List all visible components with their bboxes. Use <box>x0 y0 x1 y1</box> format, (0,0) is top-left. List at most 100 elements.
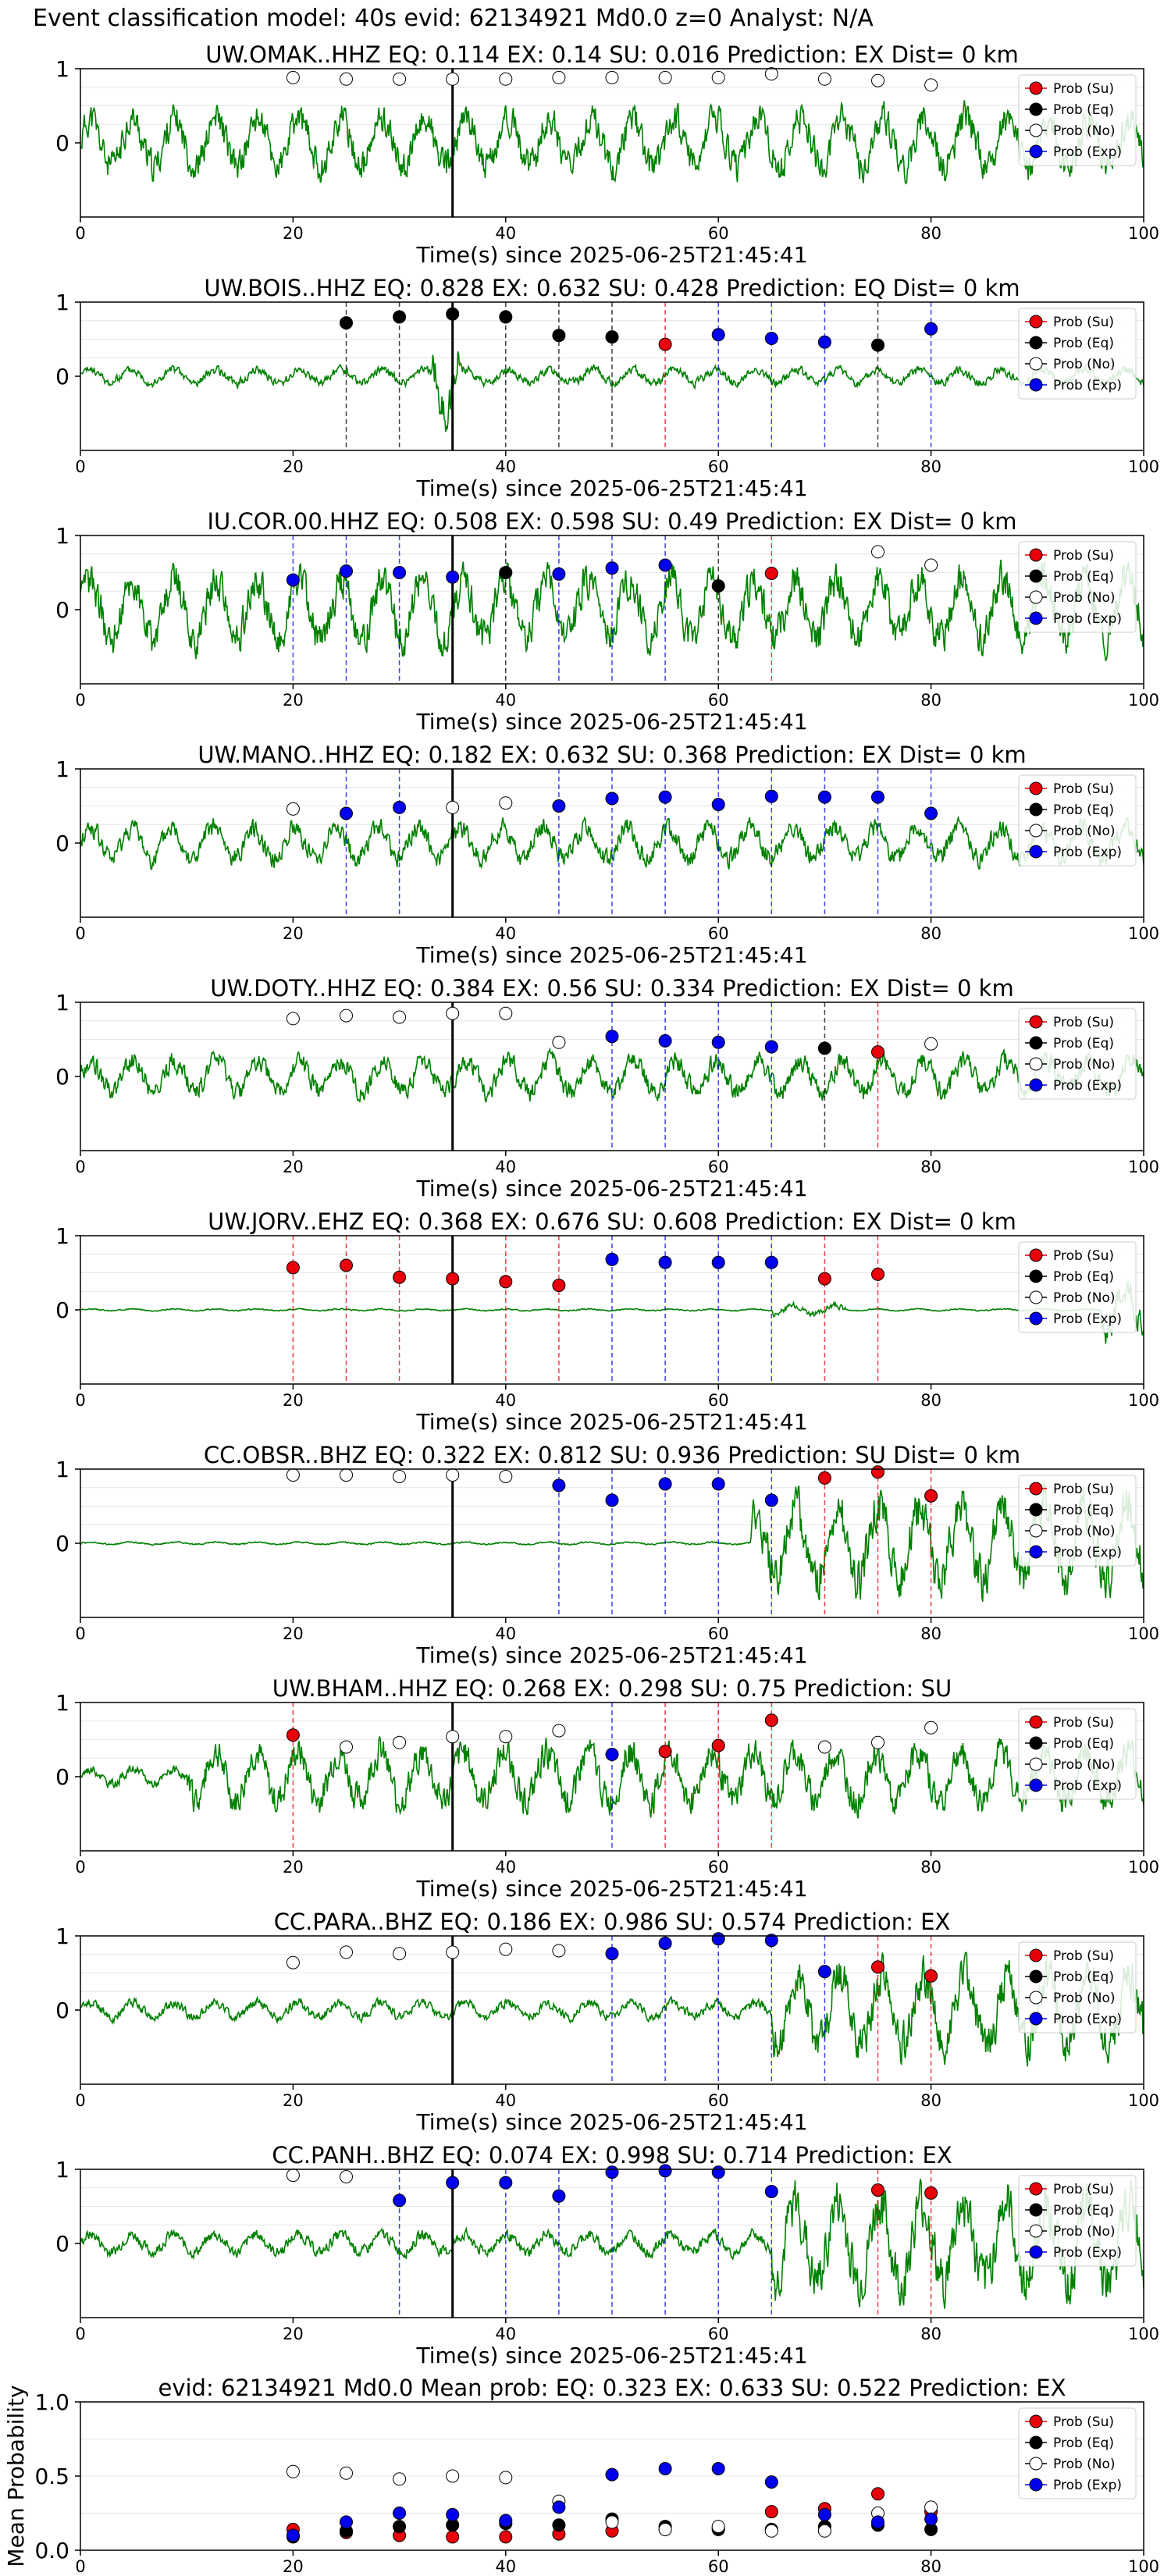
prob-point-no <box>446 1730 460 1744</box>
panel-title: UW.MANO..HHZ EQ: 0.182 EX: 0.632 SU: 0.3… <box>198 742 1026 768</box>
prob-point-exp <box>924 806 938 820</box>
prob-point-eq <box>817 1041 831 1055</box>
legend-box <box>1018 541 1137 633</box>
legend-marker-eq <box>1029 569 1043 583</box>
waveform-trace <box>80 351 1144 432</box>
panel-5: UW.DOTY..HHZ EQ: 0.384 EX: 0.56 SU: 0.33… <box>55 975 1159 1201</box>
prob-point-su <box>764 1713 778 1727</box>
legend-label: Prob (No) <box>1053 590 1116 606</box>
x-tick-label: 100 <box>1128 924 1159 943</box>
x-axis-label: Time(s) since 2025-06-25T21:45:41 <box>415 1409 807 1435</box>
prob-point-exp <box>711 328 725 342</box>
prob-point-no <box>393 1735 407 1749</box>
mean-point-exp <box>499 2514 513 2528</box>
prob-point-exp <box>340 564 353 578</box>
prob-point-exp <box>605 1947 619 1961</box>
mean-point-su <box>871 2487 884 2501</box>
legend-marker-no <box>1029 1057 1043 1071</box>
x-tick-label: 40 <box>495 1624 516 1643</box>
mean-point-no <box>446 2469 460 2483</box>
x-tick-label: 20 <box>283 1624 304 1643</box>
prob-point-exp <box>286 573 300 587</box>
x-tick-label: 100 <box>1128 1624 1159 1643</box>
y-tick-label: 0.0 <box>34 2538 69 2564</box>
mean-point-exp <box>446 2507 460 2521</box>
mean-point-exp <box>286 2528 300 2542</box>
legend-label: Prob (No) <box>1053 824 1116 839</box>
legend-box <box>1018 1008 1137 1100</box>
prob-point-no <box>764 67 778 81</box>
prob-point-exp <box>764 789 778 803</box>
mean-point-no <box>340 2466 353 2480</box>
prob-point-su <box>924 1969 938 1983</box>
legend-box <box>1018 2175 1137 2267</box>
y-tick-label: 1.0 <box>34 2389 69 2415</box>
prob-point-exp <box>499 2176 513 2190</box>
legend-label: Prob (Exp) <box>1053 144 1122 160</box>
y-tick-label: 0 <box>55 2231 69 2257</box>
x-tick-label: 60 <box>708 224 729 243</box>
prob-point-exp <box>393 2194 407 2208</box>
legend-label: Prob (Su) <box>1053 2414 1114 2430</box>
x-axis-label: Time(s) since 2025-06-25T21:45:41 <box>415 942 807 968</box>
legend-label: Prob (Exp) <box>1053 2478 1122 2493</box>
legend-label: Prob (Eq) <box>1053 2435 1114 2451</box>
x-tick-label: 20 <box>283 691 304 710</box>
x-tick-label: 0 <box>75 1624 85 1643</box>
legend-marker-eq <box>1029 1969 1043 1984</box>
prob-point-su <box>871 2183 884 2197</box>
legend-marker-eq <box>1029 102 1043 116</box>
mean-point-no <box>499 2471 513 2485</box>
x-tick-label: 80 <box>920 691 941 710</box>
prob-point-exp <box>817 335 831 349</box>
mean-point-no <box>605 2515 619 2529</box>
x-tick-label: 100 <box>1128 2557 1159 2576</box>
prob-point-exp <box>552 1478 566 1493</box>
prob-point-exp <box>711 1932 725 1946</box>
prob-point-no <box>446 1468 460 1482</box>
mean-point-exp <box>393 2507 407 2520</box>
prob-point-no <box>871 73 884 87</box>
legend-label: Prob (Exp) <box>1053 845 1122 860</box>
panel-title: CC.PANH..BHZ EQ: 0.074 EX: 0.998 SU: 0.7… <box>272 2142 952 2169</box>
legend-label: Prob (No) <box>1053 357 1116 372</box>
x-tick-label: 40 <box>495 224 516 243</box>
mean-point-su <box>764 2505 778 2519</box>
prob-point-no <box>446 800 460 814</box>
x-tick-label: 20 <box>283 2557 304 2576</box>
y-tick-label: 0 <box>55 597 69 623</box>
prob-point-no <box>286 2169 300 2183</box>
prob-point-no <box>552 1724 566 1738</box>
prob-point-exp <box>605 2165 619 2179</box>
prob-point-su <box>286 1728 300 1742</box>
prob-point-exp <box>871 790 884 804</box>
prob-point-exp <box>658 558 672 572</box>
x-tick-label: 80 <box>920 2557 941 2576</box>
legend-marker-no <box>1029 2457 1043 2471</box>
prob-point-no <box>924 78 938 92</box>
prob-point-su <box>924 2186 938 2200</box>
x-tick-label: 60 <box>708 1858 729 1877</box>
panel-4: UW.MANO..HHZ EQ: 0.182 EX: 0.632 SU: 0.3… <box>55 742 1159 968</box>
panel-title: UW.BOIS..HHZ EQ: 0.828 EX: 0.632 SU: 0.4… <box>204 275 1020 301</box>
prob-point-su <box>286 1261 300 1275</box>
x-tick-label: 40 <box>495 1858 516 1877</box>
prob-point-no <box>817 72 831 86</box>
x-tick-label: 100 <box>1128 1858 1159 1877</box>
prob-point-no <box>340 1740 353 1754</box>
x-tick-label: 20 <box>283 1391 304 1410</box>
prob-point-no <box>393 1470 407 1483</box>
prob-point-no <box>340 72 353 86</box>
prob-point-exp <box>393 800 407 814</box>
x-tick-label: 20 <box>283 1158 304 1176</box>
x-tick-label: 60 <box>708 2091 729 2110</box>
prob-point-no <box>658 70 672 84</box>
x-tick-label: 40 <box>495 691 516 710</box>
prob-point-no <box>924 1037 938 1051</box>
legend-marker-exp <box>1029 845 1043 859</box>
x-tick-label: 60 <box>708 1624 729 1643</box>
legend-marker-no <box>1029 1757 1043 1771</box>
x-tick-label: 20 <box>283 2325 304 2343</box>
x-tick-label: 20 <box>283 924 304 943</box>
legend-marker-no <box>1029 1991 1043 2005</box>
